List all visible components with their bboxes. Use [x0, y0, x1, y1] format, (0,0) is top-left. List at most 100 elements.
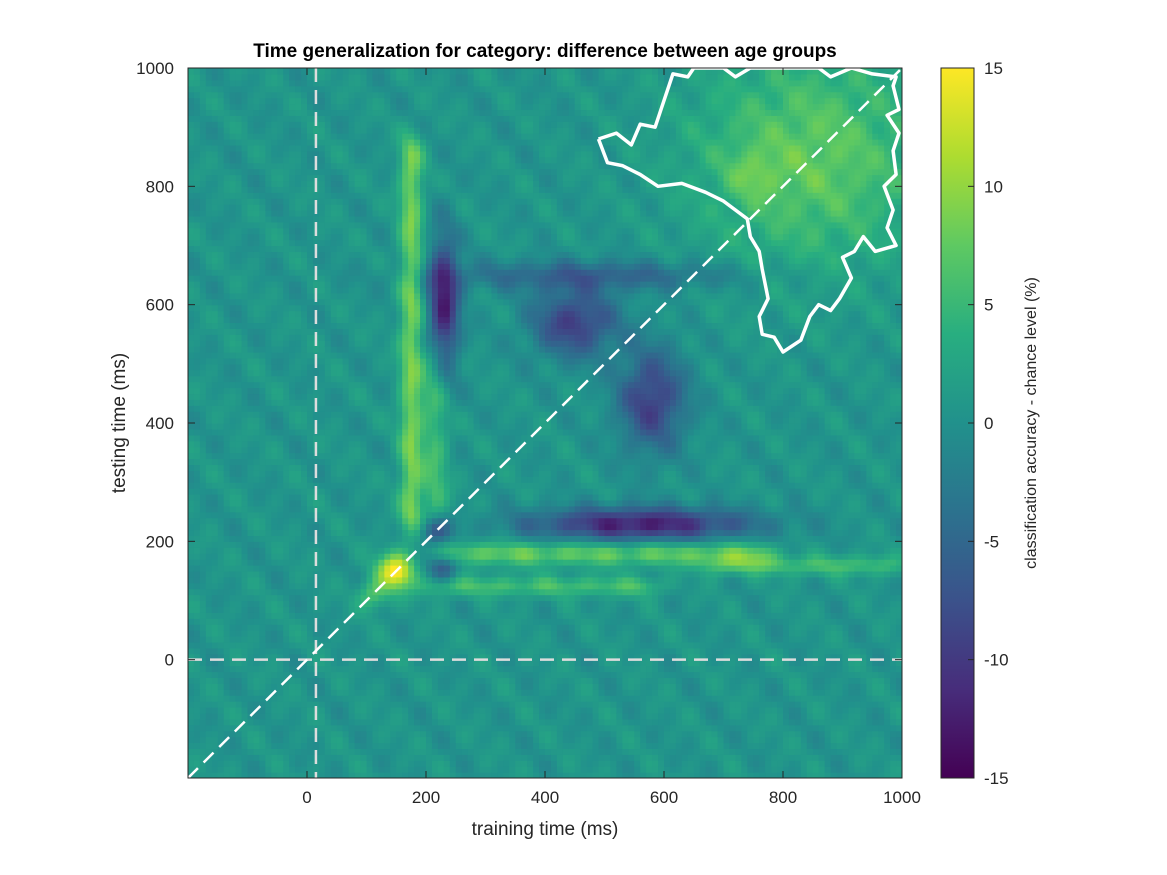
- heatmap-cell: [217, 103, 225, 111]
- heatmap-cell: [366, 239, 374, 247]
- heatmap-cell: [354, 724, 362, 732]
- heatmap-cell: [348, 144, 356, 152]
- heatmap-cell: [188, 570, 195, 578]
- heatmap-cell: [265, 286, 272, 294]
- heatmap-cell: [271, 754, 278, 761]
- heatmap-cell: [431, 624, 439, 631]
- heatmap-cell: [420, 346, 427, 353]
- heatmap-cell: [324, 612, 332, 619]
- heatmap-cell: [366, 677, 374, 684]
- heatmap-cell: [336, 298, 344, 306]
- heatmap-cell: [295, 304, 302, 312]
- heatmap-cell: [301, 286, 308, 294]
- heatmap-cell: [277, 612, 284, 619]
- heatmap-cell: [199, 91, 207, 99]
- heatmap-cell: [211, 683, 219, 690]
- heatmap-cell: [295, 641, 302, 649]
- heatmap-cell: [396, 570, 403, 578]
- heatmap-cell: [301, 641, 308, 649]
- heatmap-cell: [366, 653, 374, 661]
- heatmap-cell: [360, 464, 368, 471]
- heatmap-cell: [348, 446, 356, 454]
- heatmap-cell: [330, 121, 338, 128]
- heatmap-cell: [420, 505, 427, 513]
- heatmap-cell: [318, 683, 326, 690]
- heatmap-cell: [211, 174, 219, 182]
- heatmap-cell: [259, 174, 266, 182]
- heatmap-cell: [241, 535, 249, 542]
- heatmap-cell: [277, 411, 284, 418]
- heatmap-cell: [336, 677, 344, 684]
- heatmap-cell: [277, 257, 284, 264]
- heatmap-cell: [390, 742, 397, 750]
- heatmap-cell: [348, 600, 356, 608]
- heatmap-cell: [211, 346, 219, 353]
- heatmap-cell: [426, 186, 433, 193]
- heatmap-cell: [241, 310, 249, 318]
- heatmap-cell: [205, 476, 213, 483]
- heatmap-cell: [301, 535, 308, 542]
- heatmap-cell: [330, 168, 338, 176]
- heatmap-cell: [312, 328, 320, 335]
- heatmap-cell: [247, 68, 255, 75]
- heatmap-cell: [354, 707, 362, 714]
- heatmap-cell: [312, 239, 320, 247]
- heatmap-cell: [324, 505, 332, 513]
- heatmap-cell: [390, 446, 397, 454]
- heatmap-cell: [414, 476, 421, 483]
- heatmap-cell: [289, 322, 296, 329]
- heatmap-cell: [414, 766, 421, 773]
- heatmap-cell: [259, 121, 266, 128]
- heatmap-cell: [384, 772, 391, 778]
- heatmap-cell: [277, 127, 284, 134]
- heatmap-cell: [205, 405, 213, 412]
- heatmap-cell: [324, 570, 332, 578]
- heatmap-cell: [188, 695, 195, 702]
- heatmap-cell: [211, 221, 219, 229]
- heatmap-cell: [354, 499, 362, 507]
- heatmap-cell: [431, 340, 439, 347]
- heatmap-cell: [205, 79, 213, 87]
- heatmap-cell: [205, 772, 213, 778]
- heatmap-cell: [360, 476, 368, 483]
- heatmap-cell: [295, 523, 302, 531]
- heatmap-cell: [324, 547, 332, 554]
- heatmap-cell: [199, 476, 207, 483]
- heatmap-cell: [265, 446, 272, 454]
- heatmap-cell: [289, 85, 296, 93]
- heatmap-cell: [307, 476, 314, 483]
- heatmap-cell: [318, 387, 326, 395]
- heatmap-cell: [342, 428, 350, 436]
- heatmap-cell: [295, 428, 302, 436]
- heatmap-cell: [414, 85, 421, 93]
- heatmap-cell: [259, 310, 266, 318]
- heatmap-cell: [217, 79, 225, 87]
- heatmap-cell: [360, 127, 368, 134]
- heatmap-cell: [414, 121, 421, 128]
- heatmap-cell: [318, 630, 326, 637]
- heatmap-cell: [301, 186, 308, 193]
- heatmap-cell: [354, 269, 362, 276]
- heatmap-cell: [342, 286, 350, 294]
- heatmap-cell: [247, 192, 255, 199]
- heatmap-cell: [229, 624, 237, 631]
- heatmap-cell: [205, 233, 213, 241]
- heatmap-cell: [199, 488, 207, 495]
- heatmap-cell: [235, 718, 243, 726]
- heatmap-cell: [241, 742, 249, 750]
- heatmap-cell: [271, 594, 278, 602]
- heatmap-cell: [253, 630, 260, 637]
- heatmap-cell: [289, 316, 296, 324]
- heatmap-cell: [241, 547, 249, 554]
- heatmap-cell: [390, 458, 397, 466]
- heatmap-cell: [205, 470, 213, 477]
- heatmap-cell: [241, 363, 249, 371]
- heatmap-cell: [390, 210, 397, 217]
- heatmap-cell: [289, 464, 296, 471]
- heatmap-cell: [384, 210, 391, 217]
- heatmap-cell: [277, 310, 284, 318]
- heatmap-cell: [277, 517, 284, 525]
- heatmap-cell: [378, 470, 385, 477]
- heatmap-cell: [235, 150, 243, 158]
- heatmap-cell: [360, 428, 368, 436]
